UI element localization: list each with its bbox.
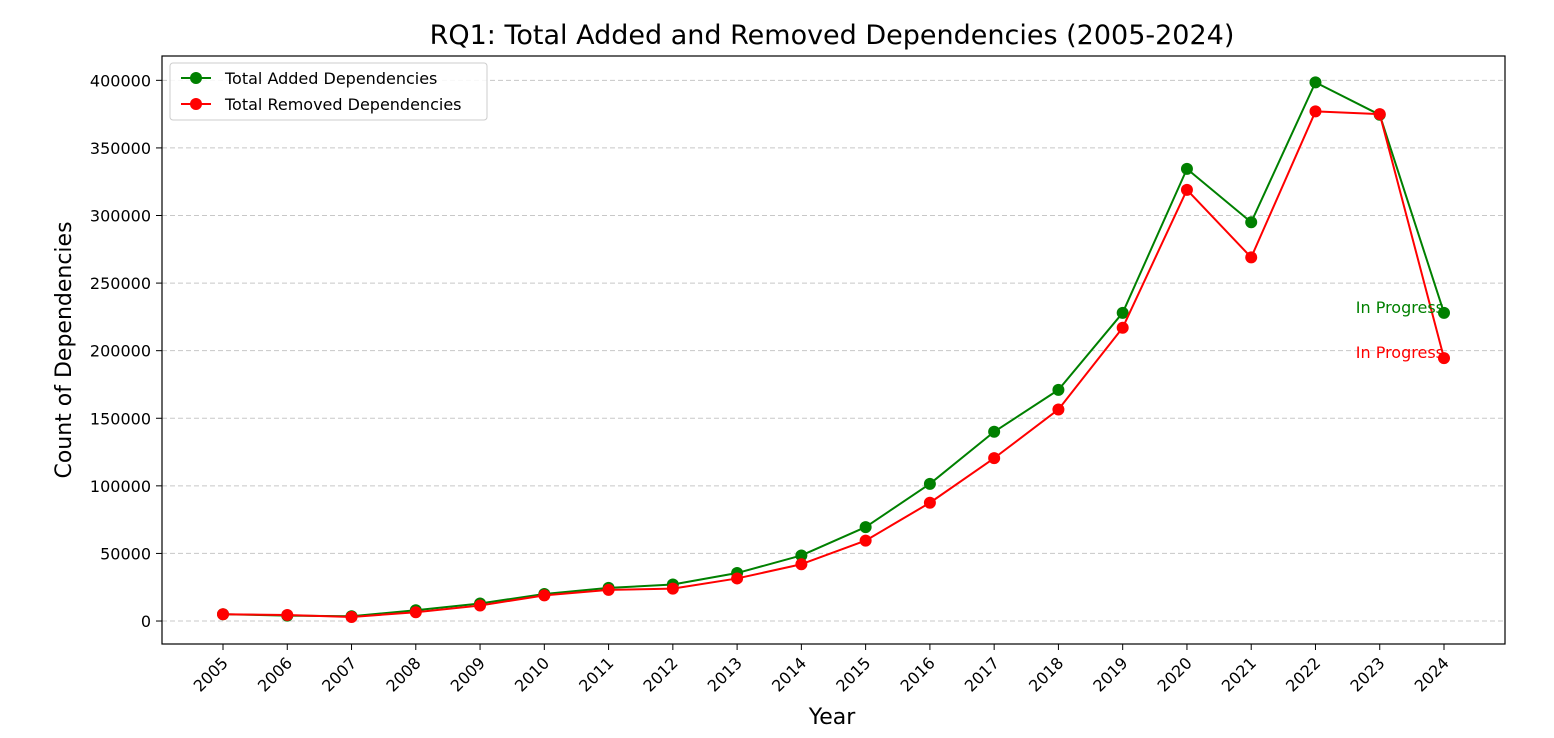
x-tick-label: 2011 bbox=[575, 653, 617, 695]
x-tick-label: 2024 bbox=[1411, 653, 1453, 695]
y-tick-label: 100000 bbox=[90, 477, 151, 496]
x-tick-label: 2014 bbox=[768, 653, 810, 695]
legend-label: Total Added Dependencies bbox=[224, 69, 437, 88]
x-tick-label: 2021 bbox=[1218, 653, 1260, 695]
legend-label: Total Removed Dependencies bbox=[224, 95, 462, 114]
y-axis-label: Count of Dependencies bbox=[52, 221, 77, 478]
data-point bbox=[988, 425, 1001, 438]
y-axis-ticks: 0 50000 100000 150000 200000 250000 300000 3500… bbox=[90, 71, 162, 631]
x-tick-label: 2016 bbox=[896, 653, 938, 695]
x-tick-label: 2012 bbox=[639, 653, 681, 695]
data-point bbox=[345, 610, 358, 623]
x-tick-label: 2019 bbox=[1089, 653, 1131, 695]
y-tick-label: 400000 bbox=[90, 71, 151, 90]
data-point bbox=[1309, 76, 1322, 89]
x-tick-label: 2023 bbox=[1346, 653, 1388, 695]
gridlines bbox=[162, 79, 1505, 622]
x-axis-ticks: 2005 2006 2007 2008 2009 2010 2011 2012 2013 2014… bbox=[190, 644, 1453, 696]
data-point bbox=[859, 534, 872, 547]
x-tick-label: 2015 bbox=[832, 653, 874, 695]
data-point bbox=[1180, 162, 1193, 175]
y-tick-label: 150000 bbox=[90, 409, 151, 428]
data-point bbox=[1245, 251, 1258, 264]
annotations: In Progress In Progress bbox=[1356, 298, 1444, 362]
legend: Total Added Dependencies Total Removed De… bbox=[169, 62, 488, 121]
data-point bbox=[1052, 403, 1065, 416]
x-tick-label: 2006 bbox=[254, 653, 296, 695]
data-point bbox=[795, 549, 808, 562]
plot-area-frame bbox=[161, 55, 1506, 645]
x-tick-label: 2007 bbox=[318, 653, 360, 695]
data-point bbox=[988, 452, 1001, 465]
x-tick-label: 2013 bbox=[704, 653, 746, 695]
data-point bbox=[474, 599, 487, 612]
series-layer bbox=[217, 76, 1450, 623]
x-tick-label: 2005 bbox=[190, 653, 232, 695]
x-tick-label: 2018 bbox=[1025, 653, 1067, 695]
series-group bbox=[217, 105, 1450, 623]
y-tick-label: 300000 bbox=[90, 207, 151, 226]
y-tick-label: 250000 bbox=[90, 274, 151, 293]
data-point bbox=[731, 572, 744, 585]
data-point bbox=[923, 496, 936, 509]
data-point bbox=[1438, 352, 1450, 365]
data-point bbox=[1309, 105, 1322, 118]
y-tick-label: 0 bbox=[141, 612, 151, 631]
x-tick-label: 2008 bbox=[382, 653, 424, 695]
data-point bbox=[217, 608, 229, 621]
y-tick-label: 50000 bbox=[100, 544, 151, 563]
data-point bbox=[795, 558, 808, 571]
x-tick-label: 2009 bbox=[447, 653, 489, 695]
data-point bbox=[1438, 306, 1450, 319]
data-point bbox=[1373, 108, 1386, 121]
annotation-label: In Progress bbox=[1356, 343, 1444, 362]
x-tick-label: 2020 bbox=[1154, 653, 1196, 695]
data-point bbox=[1180, 183, 1193, 196]
data-point bbox=[281, 608, 294, 621]
data-point bbox=[538, 589, 551, 602]
x-tick-label: 2017 bbox=[961, 653, 1003, 695]
data-point bbox=[666, 582, 679, 595]
data-point bbox=[602, 583, 615, 596]
series-group bbox=[217, 76, 1450, 623]
legend-item: Total Added Dependencies bbox=[181, 69, 437, 88]
y-tick-label: 350000 bbox=[90, 139, 151, 158]
data-point bbox=[1116, 306, 1129, 319]
series-line bbox=[222, 110, 1445, 618]
annotation-label: In Progress bbox=[1356, 298, 1444, 317]
legend-marker bbox=[190, 98, 202, 110]
x-tick-label: 2022 bbox=[1282, 653, 1324, 695]
y-tick-label: 200000 bbox=[90, 342, 151, 361]
data-point bbox=[1052, 383, 1065, 396]
data-point bbox=[1116, 321, 1129, 334]
data-point bbox=[859, 521, 872, 534]
chart-title: RQ1: Total Added and Removed Dependencie… bbox=[430, 20, 1235, 51]
data-point bbox=[923, 477, 936, 490]
x-axis-label: Year bbox=[808, 705, 857, 730]
data-point bbox=[1245, 216, 1258, 229]
legend-item: Total Removed Dependencies bbox=[181, 95, 462, 114]
legend-marker bbox=[190, 72, 202, 84]
series-line bbox=[222, 81, 1445, 618]
legend-box bbox=[169, 62, 488, 121]
data-point bbox=[409, 606, 422, 619]
x-tick-label: 2010 bbox=[511, 653, 553, 695]
